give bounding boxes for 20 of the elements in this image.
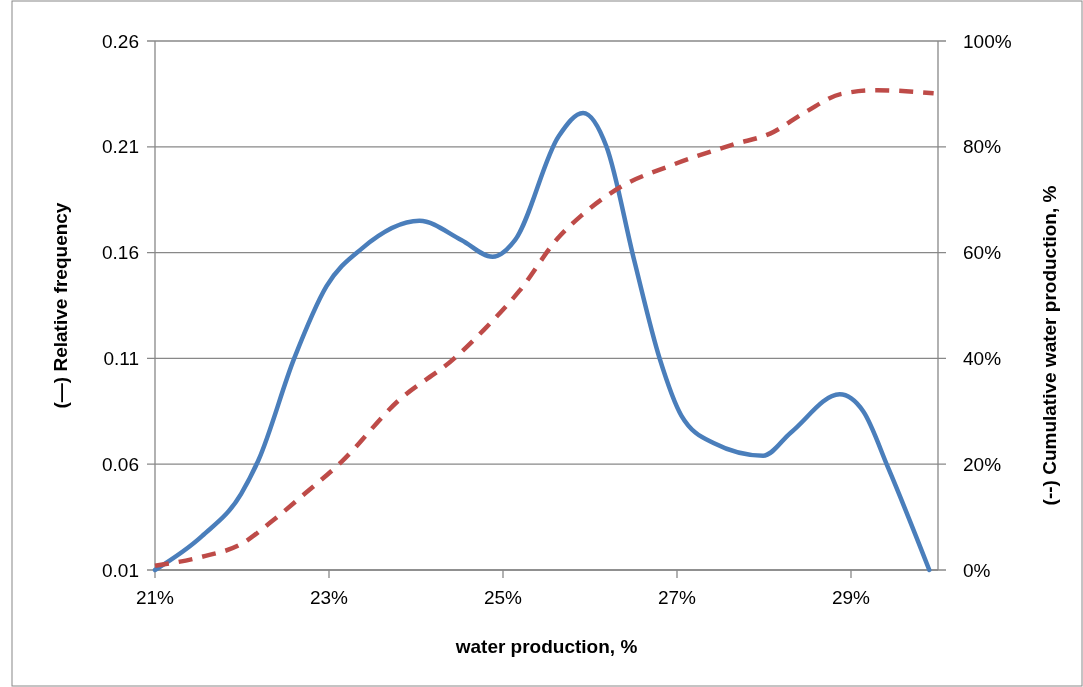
y2-axis-title: (--) Cumulative water production, % [1039, 185, 1060, 506]
y2-tick-label: 0% [963, 559, 991, 581]
y-tick-label: 0.26 [102, 30, 139, 52]
y2-tick-label: 20% [963, 453, 1002, 475]
x-tick-label: 21% [135, 587, 175, 608]
x-tick-label: 29% [831, 587, 871, 608]
y2-tick-label: 60% [963, 242, 1002, 264]
y-tick-label: 0.06 [102, 453, 139, 475]
x-tick-label: 27% [657, 587, 697, 608]
x-tick-label: 23% [309, 587, 349, 608]
y2-tick-label: 100% [963, 30, 1012, 52]
y-axis-title: (—) Relative frequency [50, 202, 71, 409]
y-tick-label: 0.01 [102, 559, 139, 581]
y2-tick-label: 40% [963, 348, 1002, 370]
y2-tick-label: 80% [963, 136, 1002, 158]
y-tick-label: 0.16 [102, 242, 139, 264]
x-axis-title: water production, % [454, 636, 638, 657]
x-tick-label: 25% [483, 587, 523, 608]
y-tick-label: 0.11 [103, 348, 139, 370]
y-tick-label: 0.21 [102, 136, 139, 158]
